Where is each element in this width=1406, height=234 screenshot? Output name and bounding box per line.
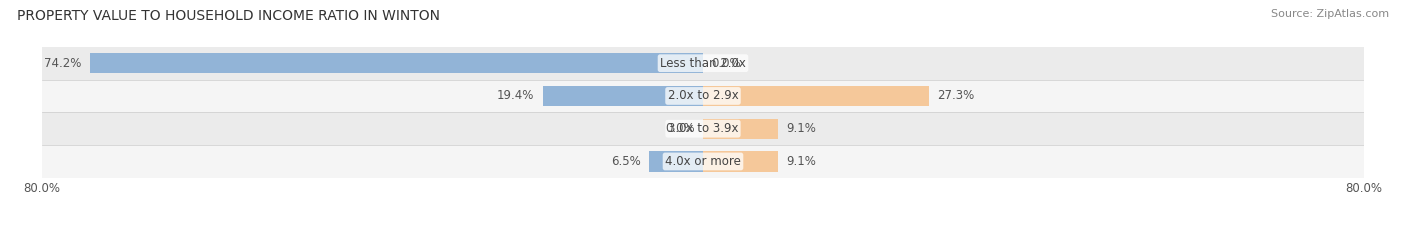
Text: 4.0x or more: 4.0x or more [665,155,741,168]
Bar [703,119,778,139]
Bar [42,145,1364,178]
Text: 9.1%: 9.1% [786,122,817,135]
Bar [90,53,703,73]
Text: 27.3%: 27.3% [936,89,974,102]
Text: PROPERTY VALUE TO HOUSEHOLD INCOME RATIO IN WINTON: PROPERTY VALUE TO HOUSEHOLD INCOME RATIO… [17,9,440,23]
Bar [703,151,778,172]
Text: 6.5%: 6.5% [612,155,641,168]
Text: 0.0%: 0.0% [665,122,695,135]
Bar [543,86,703,106]
Bar [650,151,703,172]
Bar [42,47,1364,80]
Text: Less than 2.0x: Less than 2.0x [659,57,747,70]
Text: 0.0%: 0.0% [711,57,741,70]
Text: 19.4%: 19.4% [498,89,534,102]
Text: 2.0x to 2.9x: 2.0x to 2.9x [668,89,738,102]
Text: 3.0x to 3.9x: 3.0x to 3.9x [668,122,738,135]
Bar [42,112,1364,145]
Text: Source: ZipAtlas.com: Source: ZipAtlas.com [1271,9,1389,19]
Bar [703,86,928,106]
Bar [42,80,1364,112]
Text: 74.2%: 74.2% [45,57,82,70]
Text: 9.1%: 9.1% [786,155,817,168]
